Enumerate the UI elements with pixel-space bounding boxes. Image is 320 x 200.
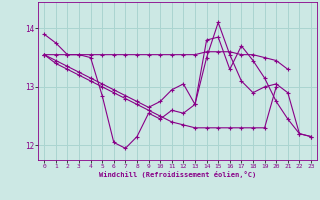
X-axis label: Windchill (Refroidissement éolien,°C): Windchill (Refroidissement éolien,°C) [99,171,256,178]
